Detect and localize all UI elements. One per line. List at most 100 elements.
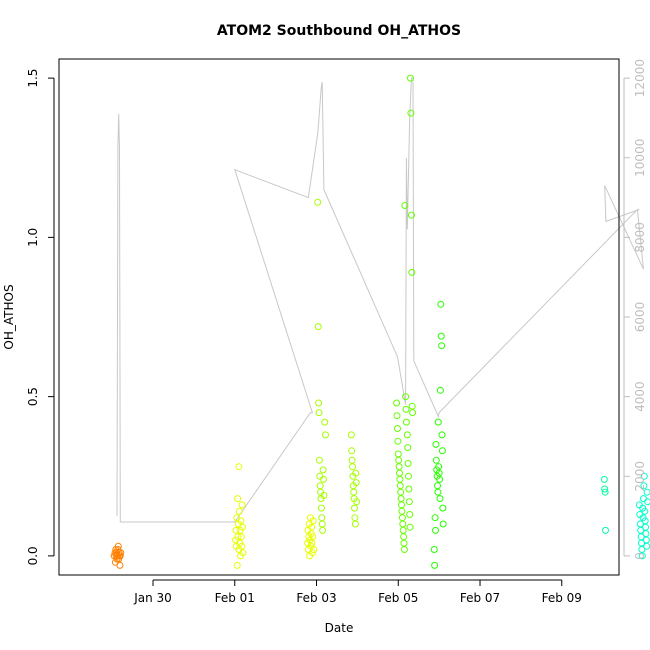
data-point — [397, 495, 405, 503]
y2-tick-label: 8000 — [633, 222, 647, 253]
plot-layer — [110, 74, 650, 569]
data-point — [436, 386, 444, 394]
data-point — [394, 450, 402, 458]
data-point — [399, 520, 407, 528]
data-point — [405, 472, 412, 480]
data-point — [437, 332, 445, 340]
data-point — [640, 482, 648, 490]
data-point — [350, 488, 358, 496]
x-tick-label: Feb 07 — [460, 591, 500, 605]
data-point — [407, 109, 415, 117]
data-point — [640, 495, 647, 503]
data-point — [400, 546, 408, 553]
y2-tick-label: 0 — [633, 552, 647, 560]
y2-tick-label: 4000 — [633, 381, 647, 412]
data-point — [349, 463, 356, 471]
data-point — [239, 523, 246, 531]
x-axis-label: Date — [325, 621, 354, 635]
data-point — [438, 342, 446, 350]
data-point — [234, 495, 242, 503]
data-point — [310, 546, 318, 553]
data-point — [643, 542, 650, 550]
data-point — [309, 517, 317, 525]
data-point — [404, 460, 412, 467]
data-point — [602, 526, 609, 534]
data-point — [351, 520, 359, 528]
y2-tick-label: 12000 — [633, 59, 647, 97]
data-point — [314, 198, 322, 206]
data-point — [396, 482, 404, 490]
data-point — [237, 533, 245, 541]
data-point — [404, 444, 412, 452]
data-point — [642, 523, 650, 531]
data-point — [434, 488, 442, 496]
data-point — [434, 418, 442, 426]
data-point — [235, 507, 243, 515]
data-point — [438, 431, 446, 439]
data-point — [394, 425, 401, 432]
data-point — [116, 561, 124, 569]
data-point — [238, 501, 246, 509]
data-point — [351, 504, 358, 512]
data-point — [238, 542, 246, 550]
data-point — [432, 526, 439, 534]
y-axis-label: OH_ATHOS — [2, 284, 16, 349]
data-point — [405, 498, 413, 506]
data-point — [320, 491, 328, 499]
data-point — [398, 501, 405, 509]
data-point — [315, 456, 323, 464]
data-point — [432, 456, 440, 464]
data-point — [601, 485, 609, 493]
data-point — [432, 440, 440, 448]
data-point — [317, 504, 325, 512]
data-point — [321, 418, 329, 426]
axes-layer: Jan 30 Feb 01 Feb 03 Feb 05 Feb 07 Feb 09 0.0 0… — [26, 59, 647, 605]
data-point — [315, 399, 323, 407]
x-tick-label: Feb 09 — [542, 591, 582, 605]
data-point — [408, 268, 416, 276]
data-point — [642, 530, 650, 538]
data-point — [402, 405, 410, 413]
data-point — [396, 469, 403, 477]
data-point — [407, 74, 414, 82]
data-point — [398, 507, 406, 515]
data-point — [601, 488, 609, 496]
data-point — [638, 552, 646, 560]
data-point — [235, 463, 243, 471]
x-tick-label: Jan 30 — [133, 591, 172, 605]
data-point — [352, 479, 360, 487]
data-point — [407, 211, 415, 219]
y-tick-label: 1.0 — [26, 228, 40, 247]
data-point — [403, 431, 411, 439]
data-point — [319, 466, 327, 474]
data-point — [233, 561, 241, 569]
data-point — [439, 504, 447, 512]
data-point — [434, 482, 441, 490]
data-point — [406, 511, 414, 518]
y2-tick-label: 10000 — [633, 139, 647, 177]
data-point — [402, 418, 410, 426]
data-point — [318, 520, 326, 528]
data-point — [401, 202, 409, 209]
x-tick-label: Feb 01 — [215, 591, 255, 605]
data-point — [348, 456, 356, 464]
series-line-0 — [116, 77, 644, 523]
data-point — [318, 514, 326, 522]
data-point — [643, 488, 650, 496]
data-point — [600, 475, 608, 483]
y-tick-label: 0.5 — [26, 387, 40, 406]
data-point — [408, 402, 416, 410]
data-point — [314, 323, 322, 331]
data-point — [405, 485, 413, 493]
x-tick-label: Feb 03 — [296, 591, 336, 605]
data-point — [396, 475, 404, 483]
data-point — [308, 523, 316, 531]
data-point — [309, 533, 317, 541]
data-point — [237, 517, 245, 525]
data-point — [409, 409, 417, 417]
chart-title: ATOM2 Southbound OH_ATHOS — [217, 23, 461, 39]
data-point — [437, 300, 445, 308]
data-point — [239, 549, 247, 557]
data-point — [393, 399, 401, 407]
